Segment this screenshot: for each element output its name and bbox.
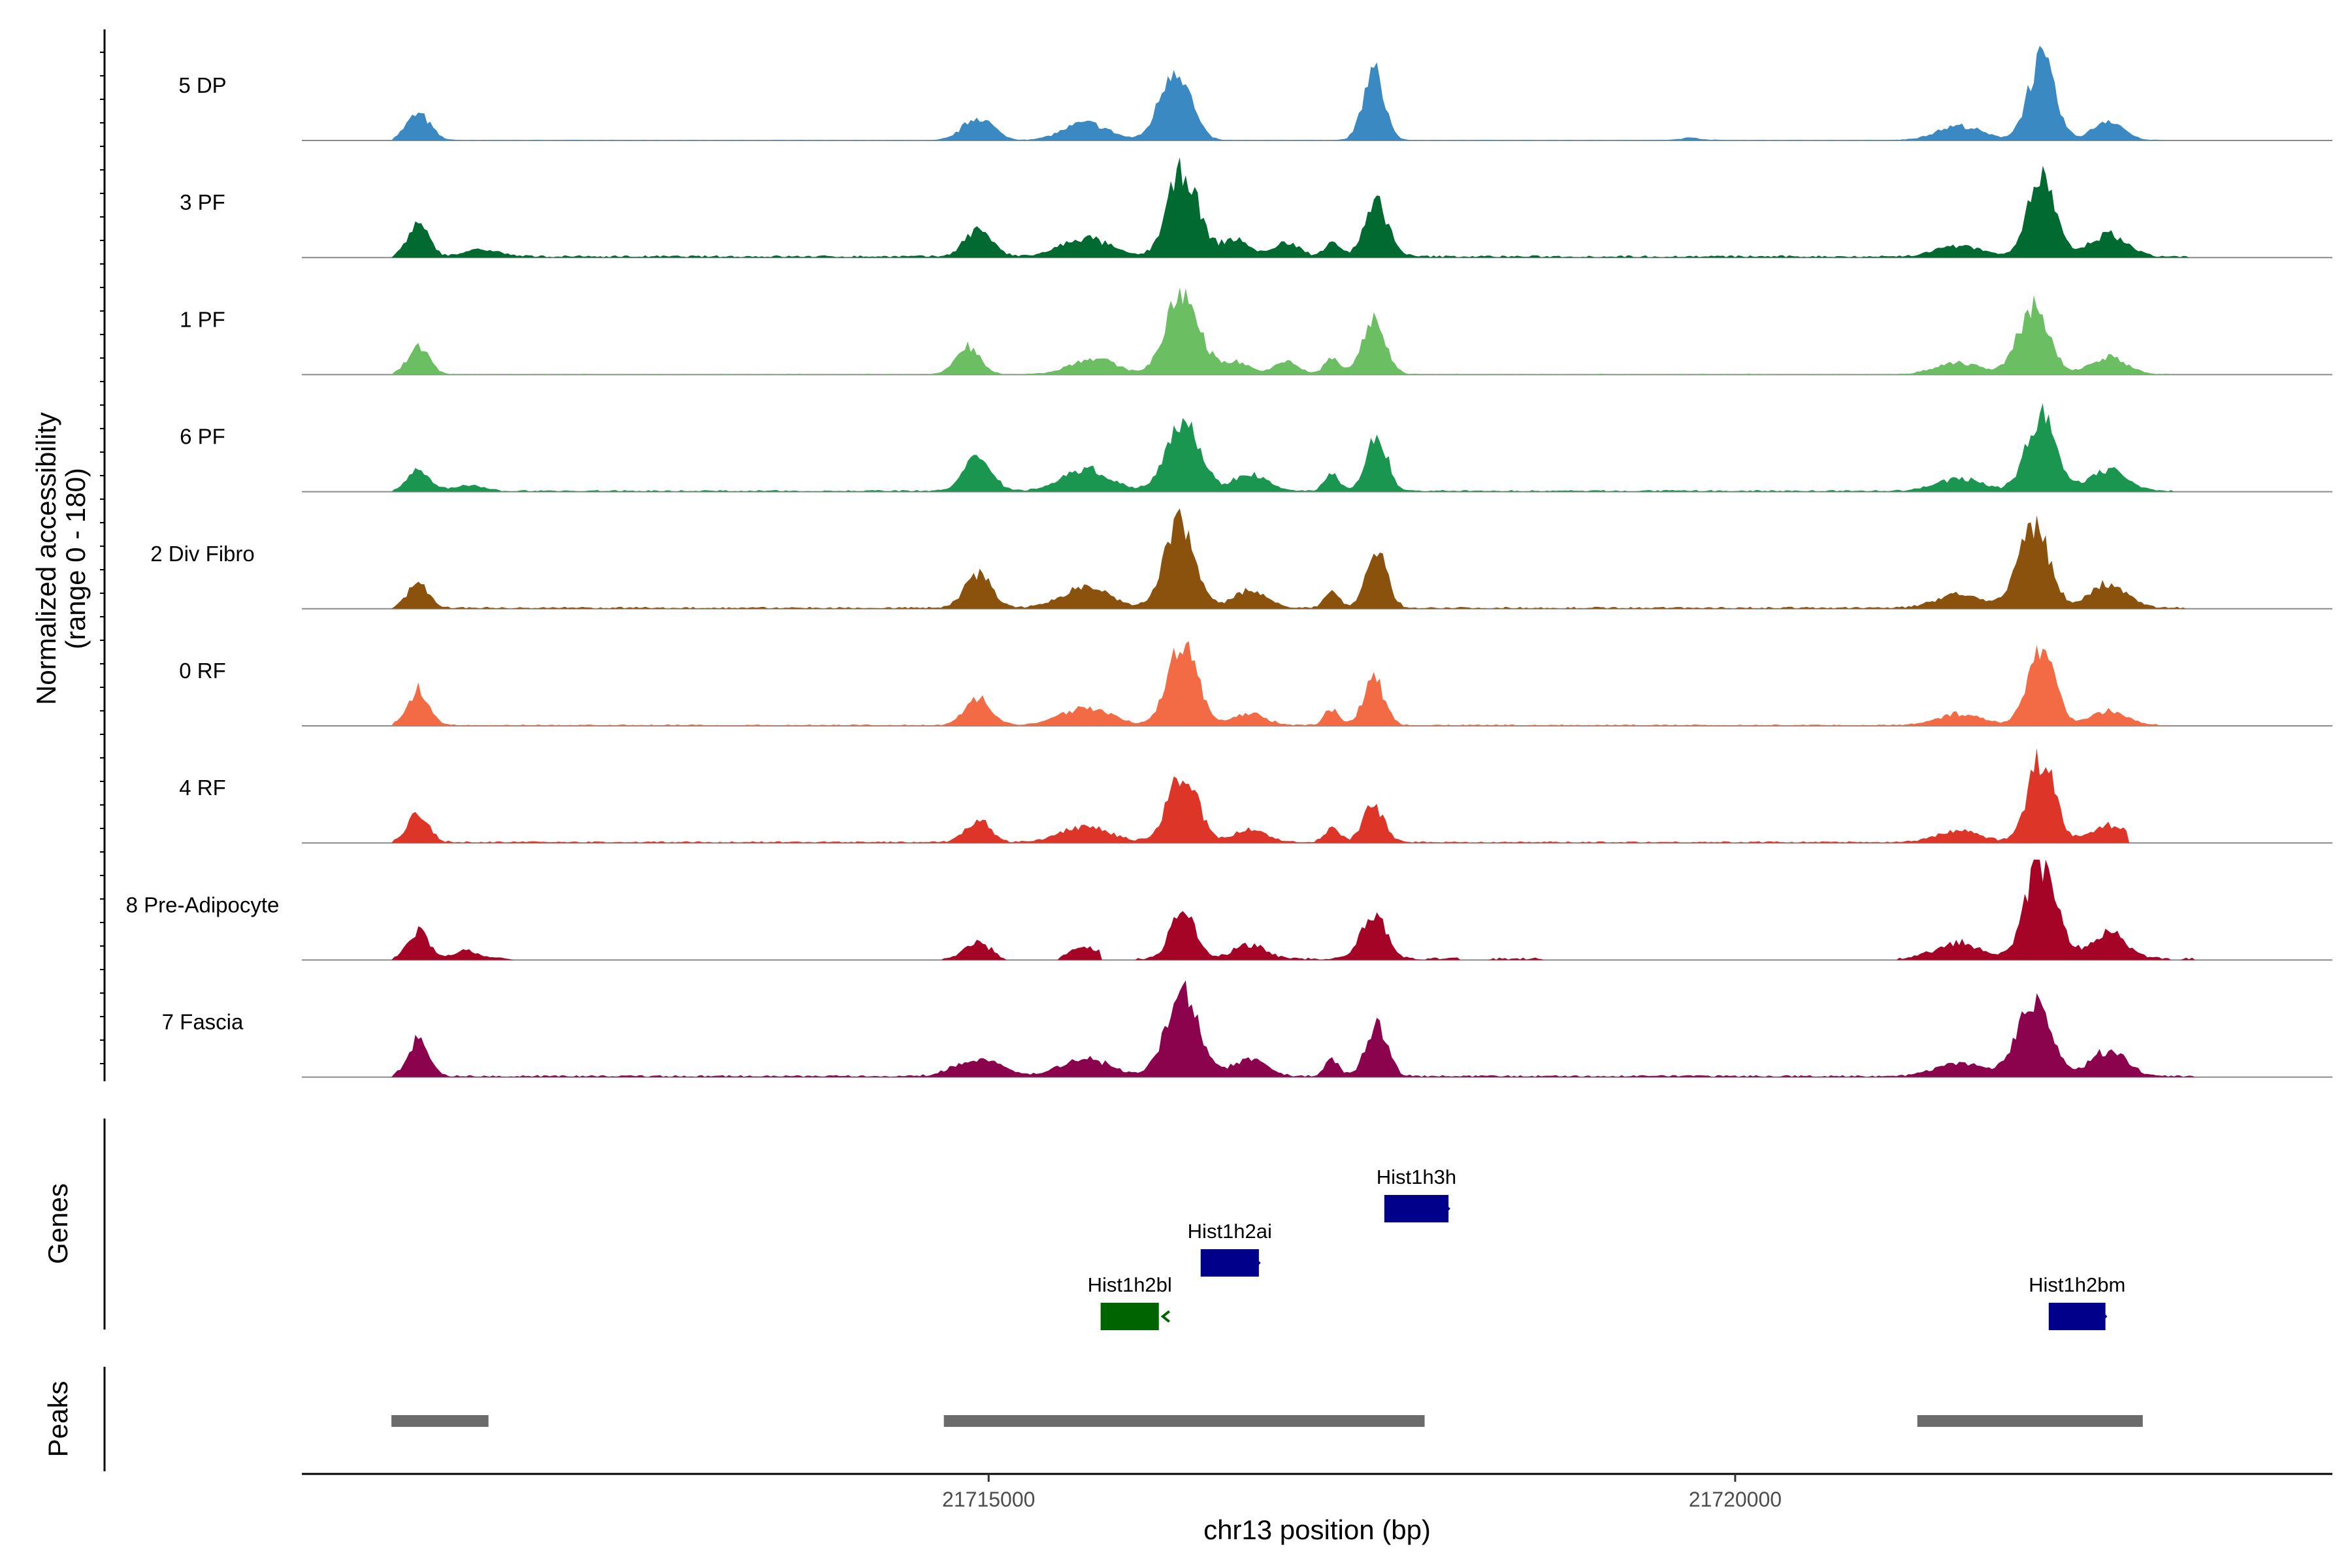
- coverage-tracks: 5 DP 3 PF 1 PF 6 PF 2 Div Fibro 0 RF 4 RF 8 Pre…: [126, 46, 2332, 1078]
- coverage-area: [391, 859, 2198, 960]
- gene-label: Hist1h3h: [1377, 1166, 1456, 1188]
- track-label: 1 PF: [180, 307, 225, 331]
- peak-region: [391, 1415, 489, 1427]
- gene-body: [2048, 1303, 2106, 1330]
- gene-hist1h2ai: Hist1h2ai: [1188, 1220, 1272, 1277]
- x-axis-ticks: 21715000 21720000: [942, 1474, 1782, 1511]
- strand-arrow-icon: [1160, 1310, 1171, 1323]
- track-label: 3 PF: [180, 190, 225, 214]
- track-label: 8 Pre-Adipocyte: [126, 892, 280, 917]
- y-axis-title-range: (range 0 - 180): [60, 468, 91, 649]
- coverage-area: [391, 980, 2198, 1077]
- gene-hist1h2bm: Hist1h2bm: [2029, 1273, 2125, 1330]
- x-tick-label: 21720000: [1689, 1488, 1782, 1511]
- gene-label: Hist1h2bm: [2029, 1273, 2125, 1296]
- coverage-area: [391, 508, 2198, 609]
- track-2-div-fibro: 2 Div Fibro: [150, 508, 2332, 610]
- track-label: 4 RF: [179, 776, 226, 800]
- track-7-fascia: 7 Fascia: [162, 980, 2332, 1078]
- track-1-pf: 1 PF: [180, 287, 2332, 376]
- strand-arrow-icon: [2099, 1310, 2108, 1323]
- track-label: 0 RF: [179, 659, 226, 683]
- coverage-area: [391, 641, 2198, 726]
- y-axis-title: Normalized accessibility: [31, 412, 61, 705]
- peak-region: [1917, 1415, 2143, 1427]
- strand-arrow-icon: [1442, 1202, 1450, 1215]
- gene-label: Hist1h2bl: [1088, 1273, 1172, 1296]
- coverage-area: [391, 287, 2198, 375]
- peak-track: [391, 1415, 2143, 1427]
- gene-body: [1100, 1303, 1159, 1330]
- coverage-area: [391, 157, 2198, 258]
- gene-body: [1200, 1249, 1259, 1277]
- peak-region: [943, 1415, 1425, 1427]
- gene-hist1h3h: Hist1h3h: [1377, 1166, 1456, 1222]
- track-0-rf: 0 RF: [179, 641, 2332, 727]
- track-4-rf: 4 RF: [179, 748, 2332, 844]
- gene-body: [1384, 1195, 1449, 1222]
- peaks-track-label: Peaks: [42, 1381, 73, 1458]
- gene-track: Hist1h3h Hist1h2ai Hist1h2bl Hist1h2bm: [1088, 1166, 2125, 1330]
- track-label: 7 Fascia: [162, 1010, 244, 1034]
- track-5-dp: 5 DP: [178, 46, 2332, 141]
- x-axis-title: chr13 position (bp): [1203, 1514, 1431, 1545]
- track-6-pf: 6 PF: [180, 403, 2332, 493]
- coverage-area: [391, 748, 2198, 843]
- gene-label: Hist1h2ai: [1188, 1220, 1272, 1243]
- track-label: 6 PF: [180, 425, 225, 449]
- strand-arrow-icon: [1252, 1256, 1261, 1269]
- y-axis: [100, 29, 106, 1081]
- coverage-area: [391, 46, 2198, 140]
- track-label: 5 DP: [178, 73, 226, 97]
- genes-track-label: Genes: [42, 1183, 73, 1264]
- gene-hist1h2bl: Hist1h2bl: [1088, 1273, 1172, 1330]
- x-tick-label: 21715000: [942, 1488, 1035, 1511]
- track-label: 2 Div Fibro: [150, 542, 255, 566]
- track-3-pf: 3 PF: [180, 157, 2332, 259]
- coverage-area: [391, 403, 2198, 492]
- track-8-pre-adipocyte: 8 Pre-Adipocyte: [126, 859, 2332, 961]
